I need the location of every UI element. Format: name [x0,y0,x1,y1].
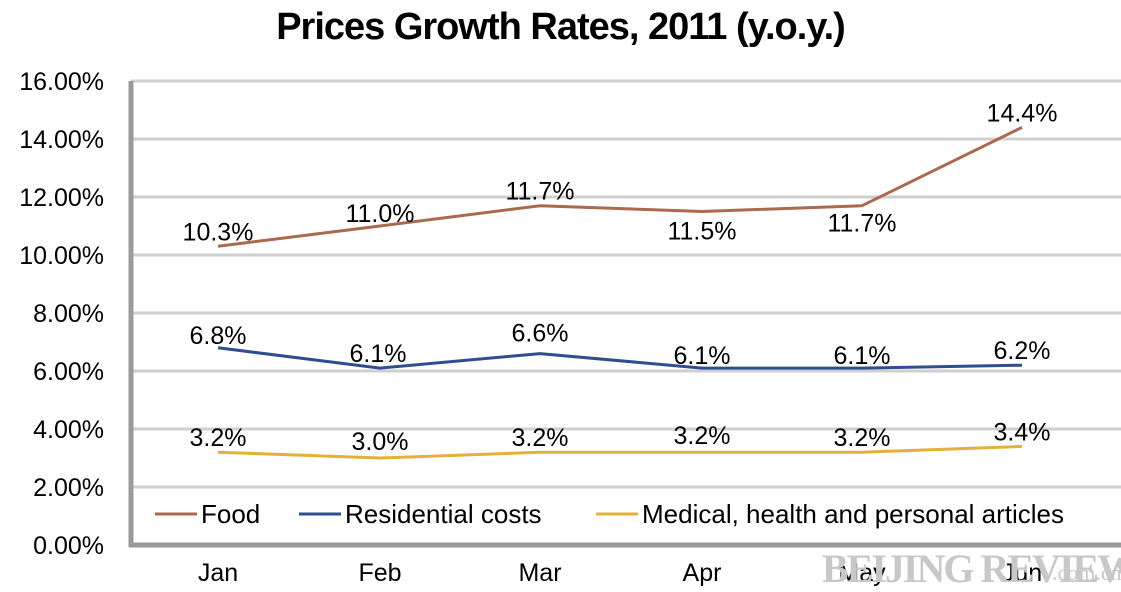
y-tick-label: 0.00% [33,532,104,560]
data-label: 3.2% [190,424,247,452]
x-tick-label: Mar [518,559,561,587]
data-labels: 10.3% 11.0% 11.7% 11.5% 11.7% 14.4% 6.8% 6.1% 6.… [183,99,1058,456]
data-label: 6.1% [674,342,731,370]
data-label: 3.2% [512,424,569,452]
y-tick-label: 16.00% [19,68,104,96]
y-tick-label: 2.00% [33,474,104,502]
x-tick-label: May [838,559,886,587]
y-tick-label: 12.00% [19,184,104,212]
x-tick-label: Jan [198,559,238,587]
legend: Food Residential costs Medical, health and… [155,499,1064,529]
legend-label: Residential costs [345,499,542,529]
watermark-brand: BEIJING REVIEW [822,546,1121,591]
series-line [217,126,1023,248]
data-label: 3.2% [834,424,891,452]
data-label: 6.1% [350,340,407,368]
y-tick-label: 8.00% [33,300,104,328]
x-tick-label: Jun [1002,559,1042,587]
legend-label: Food [201,499,260,529]
watermark-domain: .com.cn [1052,560,1121,585]
x-tick-label: Apr [683,559,722,587]
data-label: 3.0% [352,428,409,456]
y-tick-label: 4.00% [33,416,104,444]
watermark: BEIJING REVIEW .com.cn [822,546,1121,591]
data-label: 3.2% [674,422,731,450]
legend-label: Medical, health and personal articles [642,499,1064,529]
y-tick-label: 10.00% [19,242,104,270]
chart-title: Prices Growth Rates, 2011 (y.o.y.) [276,6,846,48]
data-label: 11.0% [345,200,414,228]
data-label: 3.4% [994,418,1051,446]
data-label: 10.3% [183,218,254,246]
y-tick-label: 14.00% [19,126,104,154]
data-label: 11.7% [505,178,574,206]
data-label: 6.2% [994,337,1051,365]
y-axis-ticks: 0.00% 2.00% 4.00% 6.00% 8.00% 10.00% 12.00% 14.… [19,68,104,560]
x-axis-ticks: Jan Feb Mar Apr May Jun [198,559,1042,587]
series-line [217,346,1023,370]
data-label: 6.1% [834,342,891,370]
series-lines [217,126,1023,460]
data-label: 14.4% [987,99,1058,127]
data-label: 11.5% [667,218,736,246]
x-tick-label: Feb [358,559,401,587]
gridlines [131,79,1121,489]
data-label: 11.7% [827,210,896,238]
series-line [217,444,1023,460]
axes [128,81,1121,548]
data-label: 6.6% [512,320,569,348]
data-label: 6.8% [190,322,247,350]
y-tick-label: 6.00% [33,358,104,386]
